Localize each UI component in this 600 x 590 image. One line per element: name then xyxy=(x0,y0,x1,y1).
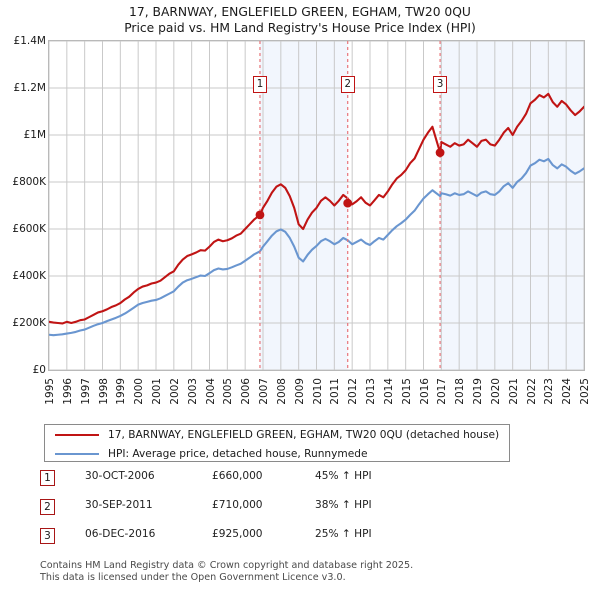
price-history-chart: £0 £200K £400K £600K £800K £1M £1.2M £1.4M 1 2 3 xyxy=(0,35,600,376)
y-axis-tick-label: £0 xyxy=(32,364,46,376)
x-axis-tick-label: 1999 xyxy=(115,378,128,405)
legend-item-hpi: HPI: Average price, detached house, Runn… xyxy=(45,445,509,463)
legend-item-price: 17, BARNWAY, ENGLEFIELD GREEN, EGHAM, TW… xyxy=(45,426,509,444)
x-axis-tick-label: 2014 xyxy=(382,378,395,405)
footer-line-1: Contains HM Land Registry data © Crown c… xyxy=(40,560,414,571)
sale-marker-2: 2 xyxy=(340,76,355,93)
footer-attribution: Contains HM Land Registry data © Crown c… xyxy=(40,560,580,583)
sale-hpi-delta: 38% ↑ HPI xyxy=(315,499,372,511)
x-axis-tick-label: 2005 xyxy=(222,378,235,405)
x-axis-tick-label: 1997 xyxy=(79,378,92,405)
sales-table: 1 30-OCT-2006 £660,000 45% ↑ HPI 2 30-SE… xyxy=(40,470,560,557)
x-axis-tick-label: 2011 xyxy=(329,378,342,405)
y-axis-tick-label: £400K xyxy=(12,270,46,282)
plot-svg xyxy=(49,41,584,370)
sale-price: £660,000 xyxy=(212,470,263,482)
y-axis-tick-label: £200K xyxy=(12,317,46,329)
x-axis-tick-label: 2017 xyxy=(436,378,449,405)
legend-swatch-price xyxy=(55,434,99,436)
x-axis-tick-label: 2002 xyxy=(168,378,181,405)
sale-index-badge: 2 xyxy=(40,499,55,515)
x-axis-tick-label: 2016 xyxy=(418,378,431,405)
x-axis-tick-label: 2025 xyxy=(579,378,591,405)
plot-area xyxy=(48,40,585,371)
chart-legend: 17, BARNWAY, ENGLEFIELD GREEN, EGHAM, TW… xyxy=(44,424,510,462)
x-axis-tick-label: 2003 xyxy=(186,378,199,405)
sale-index-badge: 1 xyxy=(40,470,55,486)
x-axis-tick-label: 2010 xyxy=(311,378,324,405)
x-axis-tick-label: 2004 xyxy=(204,378,217,405)
chart-title: 17, BARNWAY, ENGLEFIELD GREEN, EGHAM, TW… xyxy=(0,4,600,36)
x-axis-tick-label: 2006 xyxy=(240,378,253,405)
sale-hpi-delta: 45% ↑ HPI xyxy=(315,470,372,482)
title-line-1: 17, BARNWAY, ENGLEFIELD GREEN, EGHAM, TW… xyxy=(129,5,471,19)
x-axis-tick-label: 2020 xyxy=(489,378,502,405)
sale-price: £925,000 xyxy=(212,528,263,540)
sale-index-badge: 3 xyxy=(40,528,55,544)
table-row: 3 06-DEC-2016 £925,000 25% ↑ HPI xyxy=(40,528,560,557)
y-axis-tick-label: £600K xyxy=(12,223,46,235)
x-axis-tick-label: 2015 xyxy=(400,378,413,405)
sale-date: 30-SEP-2011 xyxy=(85,499,153,511)
x-axis-tick-label: 1998 xyxy=(97,378,110,405)
y-axis-tick-label: £800K xyxy=(12,176,46,188)
footer-line-2: This data is licensed under the Open Gov… xyxy=(40,571,346,583)
sale-date: 30-OCT-2006 xyxy=(85,470,155,482)
x-axis-tick-label: 2000 xyxy=(133,378,146,405)
x-axis-tick-label: 2009 xyxy=(293,378,306,405)
x-axis-tick-label: 2019 xyxy=(472,378,484,405)
legend-label-hpi: HPI: Average price, detached house, Runn… xyxy=(108,448,368,460)
x-axis-tick-label: 2022 xyxy=(525,378,538,405)
x-axis-tick-label: 2021 xyxy=(507,378,520,405)
title-line-2: Price paid vs. HM Land Registry's House … xyxy=(124,21,476,35)
sale-hpi-delta: 25% ↑ HPI xyxy=(315,528,372,540)
sale-date: 06-DEC-2016 xyxy=(85,528,156,540)
table-row: 1 30-OCT-2006 £660,000 45% ↑ HPI xyxy=(40,470,560,499)
x-axis-tick-label: 2008 xyxy=(275,378,288,405)
x-axis-tick-label: 2013 xyxy=(365,378,377,405)
sale-marker-1: 1 xyxy=(252,76,267,93)
x-axis-tick-label: 2012 xyxy=(347,378,360,405)
y-axis-tick-label: £1.2M xyxy=(13,82,46,94)
x-axis-tick-label: 1996 xyxy=(61,378,74,405)
x-axis-tick-label: 2018 xyxy=(454,378,467,405)
table-row: 2 30-SEP-2011 £710,000 38% ↑ HPI xyxy=(40,499,560,528)
y-axis-tick-label: £1M xyxy=(23,129,46,141)
legend-label-price: 17, BARNWAY, ENGLEFIELD GREEN, EGHAM, TW… xyxy=(108,429,500,441)
x-axis-tick-label: 2001 xyxy=(151,378,163,405)
sale-price: £710,000 xyxy=(212,499,263,511)
x-axis-tick-label: 2024 xyxy=(561,378,574,405)
y-axis-tick-label: £1.4M xyxy=(13,35,46,47)
x-axis-tick-label: 2007 xyxy=(258,378,270,405)
sale-marker-3: 3 xyxy=(433,76,448,93)
x-axis-tick-label: 2023 xyxy=(543,378,556,405)
x-axis-labels: 1995 1996 1997 1998 1999 2000 2001 2002 2003 2004… xyxy=(0,378,600,424)
x-axis-tick-label: 1995 xyxy=(44,378,56,405)
legend-swatch-hpi xyxy=(55,453,99,455)
